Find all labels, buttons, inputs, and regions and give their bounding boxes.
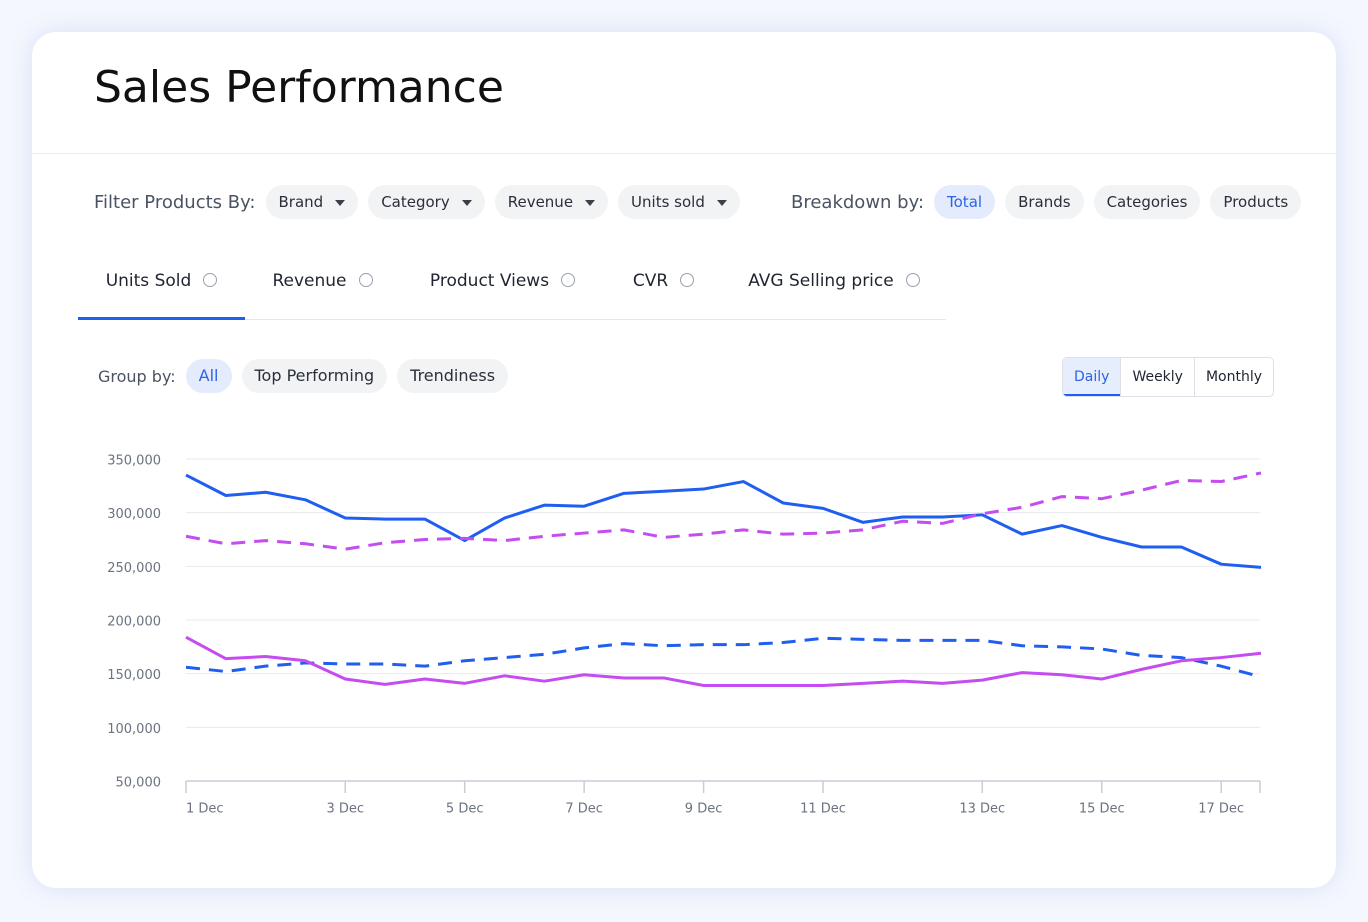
y-tick-label: 150,000 — [107, 668, 161, 683]
info-icon[interactable] — [203, 273, 218, 287]
period-toggle: Daily Weekly Monthly — [1062, 357, 1275, 397]
metric-tab[interactable]: CVR — [605, 258, 722, 320]
tab-label: Product Views — [429, 271, 550, 291]
y-tick-label: 350,000 — [107, 454, 161, 469]
breakdown-label: Breakdown by: — [791, 191, 925, 213]
tab-label: CVR — [632, 271, 669, 291]
metric-tab[interactable]: Product Views — [400, 258, 605, 320]
filter-bar: Filter Products By: Brand Category Revenue U… — [94, 185, 740, 219]
y-tick-label: 300,000 — [107, 507, 161, 522]
metric-tab[interactable]: Revenue — [245, 258, 400, 320]
x-tick-label: 5 Dec — [446, 802, 484, 817]
breakdown-chip[interactable]: Total — [934, 185, 996, 219]
series-line — [185, 473, 1262, 569]
x-tick-label: 3 Dec — [326, 802, 364, 817]
page-title: Sales Performance — [94, 62, 504, 113]
group-chip[interactable]: Top Performing — [241, 359, 388, 393]
x-tick-label: 9 Dec — [685, 802, 723, 817]
group-chip[interactable]: All — [185, 359, 232, 393]
x-tick-label: 15 Dec — [1079, 802, 1125, 817]
x-tick-label: 1 Dec — [186, 802, 224, 817]
series-line — [185, 635, 1262, 687]
group-label: Group by: — [98, 366, 176, 386]
y-tick-label: 250,000 — [107, 561, 161, 576]
breakdown-chip[interactable]: Categories — [1093, 185, 1201, 219]
tab-label: Units Sold — [105, 271, 192, 291]
info-icon[interactable] — [905, 273, 920, 287]
group-bar: Group by: All Top Performing Trendiness — [98, 359, 509, 393]
info-icon[interactable] — [680, 273, 695, 287]
tab-label: AVG Selling price — [748, 271, 894, 291]
x-tick-label: 7 Dec — [565, 802, 603, 817]
info-icon[interactable] — [358, 273, 373, 287]
tab-label: Revenue — [272, 271, 347, 291]
metric-tab[interactable]: Units Sold — [78, 258, 245, 320]
filter-dropdown[interactable]: Revenue — [494, 185, 609, 219]
info-icon[interactable] — [561, 273, 576, 287]
metric-tab[interactable]: AVG Selling price — [722, 258, 946, 320]
card — [32, 32, 1336, 888]
filter-dropdown[interactable]: Brand — [265, 185, 359, 219]
breakdown-bar: Breakdown by: Total Brands Categories Produc… — [791, 185, 1302, 219]
y-tick-label: 100,000 — [107, 722, 161, 737]
filter-dropdown[interactable]: Units sold — [618, 185, 740, 219]
filter-label: Filter Products By: — [94, 191, 256, 213]
series-line — [185, 636, 1262, 679]
x-tick-label: 11 Dec — [800, 802, 846, 817]
divider — [32, 153, 1336, 154]
y-tick-label: 200,000 — [107, 615, 161, 630]
period-button[interactable]: Daily — [1063, 358, 1121, 396]
x-tick-label: 13 Dec — [959, 802, 1005, 817]
period-button[interactable]: Weekly — [1120, 358, 1194, 396]
period-button[interactable]: Monthly — [1193, 358, 1273, 396]
tab-bar: Units Sold Revenue Product Views CVR AVG Sel… — [78, 258, 946, 320]
y-tick-label: 50,000 — [116, 776, 162, 791]
x-tick-label: 17 Dec — [1198, 802, 1244, 817]
group-chip[interactable]: Trendiness — [397, 359, 509, 393]
breakdown-chip[interactable]: Products — [1210, 185, 1302, 219]
filter-dropdown[interactable]: Category — [368, 185, 485, 219]
breakdown-chip[interactable]: Brands — [1005, 185, 1084, 219]
series-line — [185, 471, 1262, 551]
